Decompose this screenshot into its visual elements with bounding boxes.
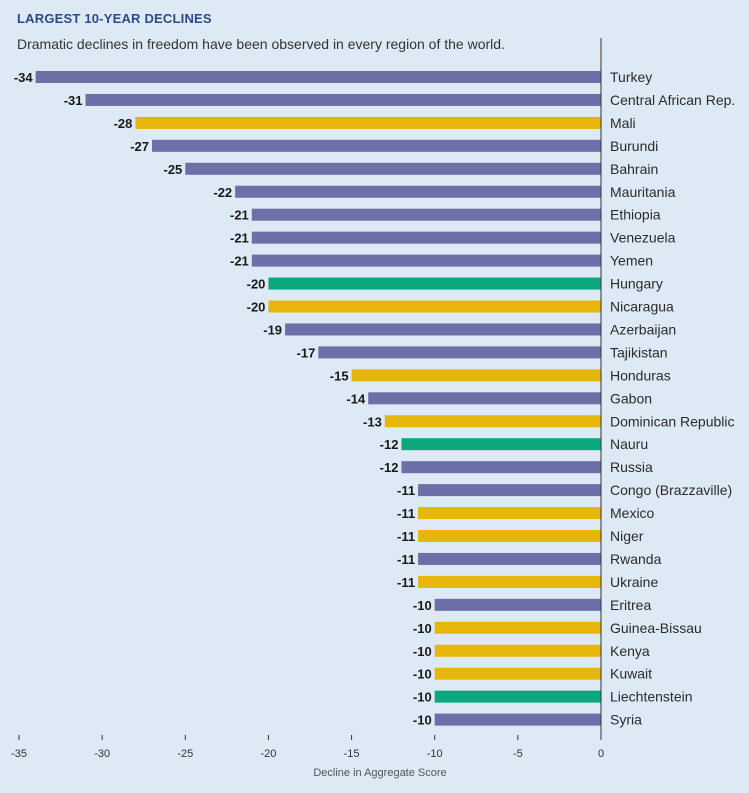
data-label: -31 (64, 93, 83, 108)
category-label: Liechtenstein (610, 689, 693, 705)
bar (434, 713, 601, 726)
x-tick-label: -5 (513, 748, 523, 760)
bar (251, 254, 602, 267)
bar (135, 116, 601, 129)
data-label: -11 (397, 552, 415, 567)
data-label: -21 (230, 208, 249, 223)
category-label: Mexico (610, 505, 655, 521)
category-label: Burundi (610, 138, 658, 154)
chart-title: LARGEST 10-YEAR DECLINES (17, 11, 212, 26)
bar (268, 277, 601, 290)
data-label: -11 (397, 506, 415, 521)
bar (418, 552, 601, 565)
data-label: -11 (397, 575, 415, 590)
bar (35, 71, 602, 83)
data-label: -13 (363, 414, 382, 429)
category-label: Kenya (610, 643, 650, 659)
category-label: Honduras (610, 367, 671, 383)
x-tick-label: -20 (260, 748, 276, 760)
x-tick-label: -30 (94, 748, 110, 760)
data-label: -10 (413, 644, 432, 659)
data-label: -17 (297, 345, 316, 360)
bar (401, 461, 601, 474)
category-label: Guinea-Bissau (610, 620, 702, 636)
chart-subtitle: Dramatic declines in freedom have been o… (17, 36, 505, 52)
bar (401, 438, 601, 451)
x-axis-label: Decline in Aggregate Score (313, 767, 446, 779)
data-label: -10 (413, 713, 432, 728)
category-label: Eritrea (610, 597, 651, 613)
category-label: Yemen (610, 253, 653, 269)
data-label: -10 (413, 690, 432, 705)
data-label: -10 (413, 621, 432, 636)
category-label: Gabon (610, 390, 652, 406)
x-tick-label: -10 (427, 748, 443, 760)
data-label: -12 (380, 437, 399, 452)
bar (235, 185, 601, 198)
bar (418, 484, 601, 497)
bar (185, 162, 602, 175)
bar (251, 208, 602, 221)
category-label: Kuwait (610, 666, 652, 682)
data-label: -25 (163, 162, 182, 177)
bar (85, 93, 601, 106)
category-label: Venezuela (610, 230, 676, 246)
category-label: Hungary (610, 276, 663, 292)
category-label: Turkey (610, 69, 652, 85)
category-label: Rwanda (610, 551, 662, 567)
category-label: Nauru (610, 436, 648, 452)
data-label: -19 (263, 322, 282, 337)
bar (418, 575, 601, 588)
bar (434, 621, 601, 634)
category-label: Tajikistan (610, 344, 668, 360)
data-label: -20 (247, 277, 266, 292)
bar (434, 598, 601, 611)
bar (434, 690, 601, 703)
data-label: -11 (397, 529, 415, 544)
category-label: Azerbaijan (610, 321, 676, 337)
category-label: Central African Rep. (610, 92, 735, 108)
data-label: -21 (230, 231, 249, 246)
x-tick-label: -25 (177, 748, 193, 760)
category-label: Syria (610, 712, 642, 728)
category-label: Nicaragua (610, 299, 674, 315)
bar (418, 530, 601, 542)
x-tick-label: -35 (11, 748, 27, 760)
category-label: Bahrain (610, 161, 658, 177)
bar (434, 644, 601, 657)
category-label: Mauritania (610, 184, 676, 200)
bar (152, 139, 601, 152)
data-label: -21 (230, 254, 249, 269)
category-label: Ethiopia (610, 207, 661, 223)
data-label: -11 (397, 483, 415, 498)
data-label: -20 (247, 300, 266, 315)
bar (251, 231, 602, 244)
data-label: -28 (114, 116, 133, 131)
x-tick-label: -15 (344, 748, 360, 760)
bar (285, 323, 601, 336)
category-label: Dominican Republic (610, 413, 735, 429)
data-label: -22 (213, 185, 232, 200)
data-label: -10 (413, 667, 432, 682)
bar (434, 667, 601, 680)
bar (268, 300, 601, 313)
category-label: Ukraine (610, 574, 658, 590)
x-tick-label: 0 (598, 748, 604, 760)
data-label: -10 (413, 598, 432, 613)
category-label: Niger (610, 528, 644, 544)
category-label: Russia (610, 459, 653, 475)
data-label: -15 (330, 368, 349, 383)
data-label: -27 (130, 139, 149, 154)
category-label: Mali (610, 115, 636, 131)
category-label: Congo (Brazzaville) (610, 482, 732, 498)
bar (318, 346, 601, 359)
data-label: -34 (14, 70, 34, 85)
bar (351, 369, 601, 382)
bar (384, 415, 601, 428)
bar (418, 507, 601, 520)
data-label: -14 (346, 391, 366, 406)
bar (368, 392, 601, 405)
data-label: -12 (380, 460, 399, 475)
